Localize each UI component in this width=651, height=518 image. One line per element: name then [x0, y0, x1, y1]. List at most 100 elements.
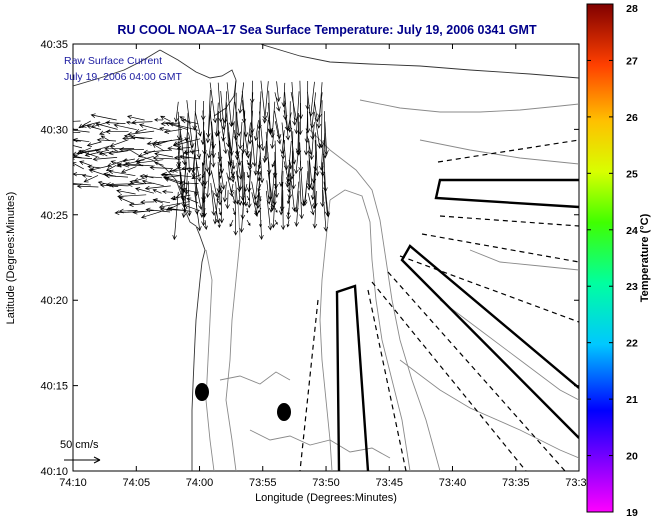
current-vector	[98, 150, 118, 156]
current-vector	[246, 195, 250, 201]
colorbar	[586, 3, 614, 513]
current-vector	[145, 207, 171, 213]
colorbar-tick-label: 24	[626, 225, 638, 237]
current-vector	[206, 131, 213, 159]
plot-area	[72, 43, 580, 472]
current-vector	[73, 140, 82, 142]
colorbar-tick-label: 19	[626, 507, 638, 518]
current-vector	[140, 199, 155, 205]
current-vector	[294, 190, 300, 227]
current-vector	[172, 167, 200, 173]
current-vector	[73, 155, 83, 159]
current-vector	[274, 207, 278, 213]
current-vector	[276, 81, 281, 103]
sector-polygons	[335, 178, 579, 471]
current-vector	[181, 190, 187, 219]
x-axis-label: Longitude (Degrees:Minutes)	[255, 492, 397, 504]
bay-shore	[73, 49, 161, 87]
current-vector	[184, 120, 190, 143]
current-vector	[228, 122, 235, 168]
current-vector	[79, 160, 91, 166]
current-vector	[160, 115, 171, 122]
y-tick-label: 40:25	[40, 210, 68, 222]
current-vector	[222, 91, 228, 124]
current-vector	[287, 184, 291, 193]
current-vector	[203, 219, 208, 230]
current-vector	[139, 173, 163, 179]
current-vector	[257, 183, 262, 192]
current-vector	[217, 151, 226, 190]
current-vector	[257, 171, 262, 182]
current-vector	[266, 111, 273, 134]
current-vector	[180, 161, 187, 201]
current-vector	[73, 162, 84, 170]
x-tick-label: 74:10	[59, 477, 87, 489]
current-vector	[246, 170, 252, 193]
current-vector	[152, 198, 171, 204]
current-vector	[210, 141, 216, 168]
current-vector	[309, 122, 315, 161]
current-vector	[73, 137, 90, 143]
current-vector	[299, 171, 304, 220]
current-vector	[73, 172, 84, 177]
current-vector	[290, 180, 297, 212]
x-tick-label: 73:30	[565, 477, 593, 489]
current-vector	[270, 190, 276, 212]
y-tick-label: 40:10	[40, 466, 68, 478]
bathymetry-contours	[205, 99, 579, 471]
current-vector	[230, 80, 237, 126]
current-vector	[234, 181, 240, 205]
current-vector	[262, 81, 269, 124]
current-vector	[239, 192, 245, 233]
current-vector	[254, 182, 260, 216]
current-vector	[143, 149, 172, 155]
current-vector	[114, 210, 145, 216]
current-vector	[274, 92, 281, 112]
current-vector	[172, 192, 182, 201]
chart-title: RU COOL NOAA–17 Sea Surface Temperature:…	[117, 23, 537, 37]
mooring-marker-2	[277, 403, 291, 421]
current-vector	[92, 156, 118, 162]
current-vector	[105, 164, 117, 171]
colorbar-tick-label: 20	[626, 451, 638, 463]
current-vector	[190, 141, 197, 174]
current-vector	[278, 181, 284, 216]
current-vector	[73, 155, 93, 160]
x-tick-label: 73:35	[502, 477, 530, 489]
current-vector	[257, 159, 262, 170]
current-vector	[218, 171, 222, 179]
scale-label: 50 cm/s	[60, 439, 99, 451]
current-vector	[154, 118, 163, 122]
current-vector	[129, 179, 145, 185]
current-vector	[83, 175, 99, 183]
current-vector	[286, 112, 292, 132]
current-vector	[227, 161, 233, 181]
current-vector	[163, 177, 182, 185]
current-vector	[127, 182, 155, 187]
current-vector	[118, 196, 135, 205]
current-vector	[90, 113, 117, 121]
current-vector	[172, 191, 179, 241]
current-vector	[105, 129, 129, 135]
current-vector	[281, 82, 287, 108]
colorbar-tick-label: 26	[626, 112, 638, 124]
current-vector	[286, 161, 292, 183]
current-vector	[246, 207, 249, 214]
current-vector	[306, 160, 312, 191]
current-vector	[273, 195, 277, 206]
current-vector	[217, 219, 221, 229]
colorbar-ticks: 19 20 21 22 23 24 25 26 27 28	[587, 3, 638, 518]
current-vector	[116, 188, 136, 195]
current-vector	[303, 120, 309, 156]
current-vector	[149, 165, 172, 171]
current-vector	[262, 140, 268, 164]
current-vector	[201, 192, 206, 227]
current-vector	[287, 171, 292, 183]
colorbar-tick-label: 25	[626, 168, 638, 180]
current-vector	[225, 190, 230, 210]
current-vector	[192, 99, 198, 131]
current-vector	[162, 189, 174, 194]
current-vector	[251, 192, 259, 218]
current-vector	[127, 130, 155, 137]
colorbar-tick-label: 27	[626, 55, 638, 67]
